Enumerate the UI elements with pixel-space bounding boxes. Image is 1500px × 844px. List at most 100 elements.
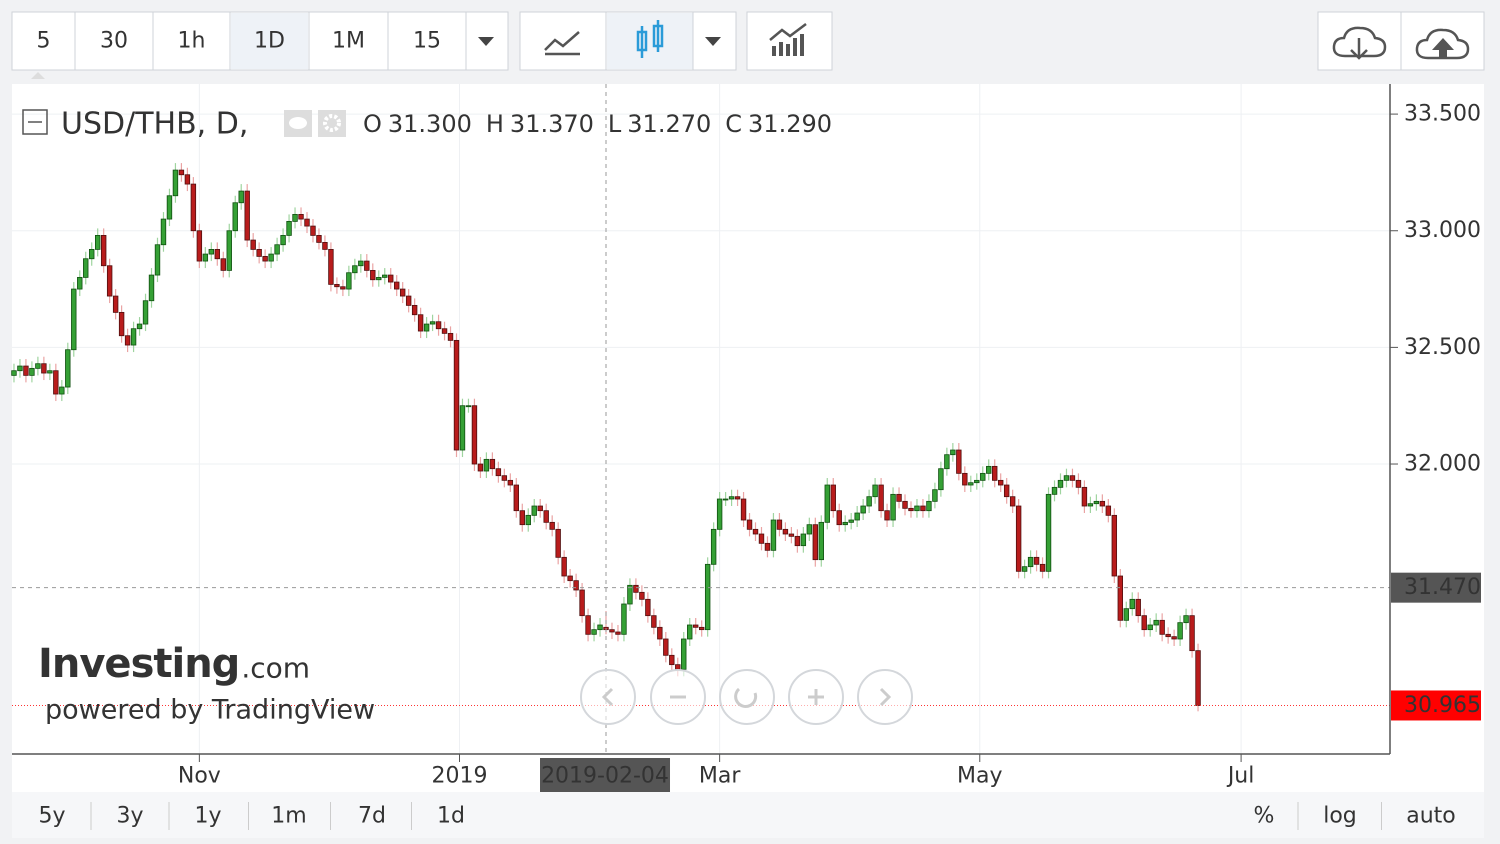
candle-body xyxy=(405,295,412,306)
candle-body xyxy=(531,505,537,516)
candle-body xyxy=(310,225,316,236)
range-button[interactable]: 5y xyxy=(38,804,65,829)
candle-body xyxy=(944,454,950,470)
legend-value: 31.290 xyxy=(748,110,832,138)
candle-body xyxy=(447,332,454,341)
candle-body xyxy=(776,519,783,530)
candle-body xyxy=(848,519,854,523)
candle-body xyxy=(675,664,681,670)
scroll-right[interactable] xyxy=(857,669,913,725)
candle-body xyxy=(495,468,502,477)
legend-value: 31.270 xyxy=(627,110,711,138)
y-tick-label: 32.500 xyxy=(1404,335,1481,360)
candle-body xyxy=(543,510,549,523)
range-button[interactable]: 3y xyxy=(116,804,143,829)
candle-body xyxy=(1051,486,1058,495)
candle-body xyxy=(376,276,382,281)
candle-body xyxy=(890,493,896,521)
candle-body xyxy=(148,274,155,302)
candle-body xyxy=(997,479,1004,486)
range-button[interactable]: 1y xyxy=(194,804,221,829)
candle-body xyxy=(346,272,352,290)
candle-body xyxy=(657,626,663,640)
candle-body xyxy=(1129,598,1135,610)
line-chart-icon[interactable] xyxy=(544,31,580,56)
candle-body xyxy=(417,314,424,332)
candle-body xyxy=(704,563,711,631)
candle-body xyxy=(226,230,232,271)
candle-icon[interactable] xyxy=(636,20,664,58)
candles xyxy=(11,163,1201,712)
candle-body xyxy=(1009,496,1016,507)
interval-button[interactable]: 5 xyxy=(37,29,51,54)
scale-button[interactable]: % xyxy=(1254,804,1275,829)
candle-body xyxy=(752,528,759,535)
grid xyxy=(12,84,1398,762)
candle-body xyxy=(83,258,89,278)
nav-buttons xyxy=(580,669,913,725)
cloud-upload-icon[interactable] xyxy=(1415,28,1470,60)
candle-body xyxy=(1081,486,1088,507)
candle-body xyxy=(740,498,747,521)
candle-body xyxy=(800,533,807,547)
candle-body xyxy=(669,654,675,666)
candle-body xyxy=(818,521,824,561)
candle-body xyxy=(322,242,328,250)
range-button[interactable]: 1m xyxy=(271,804,306,829)
legend-key: L xyxy=(608,110,622,138)
candle-body xyxy=(1063,475,1070,481)
range-button[interactable]: 7d xyxy=(358,804,386,829)
dropdown-icon[interactable] xyxy=(478,37,494,46)
active-style-bg xyxy=(607,13,693,69)
candle-body xyxy=(1033,556,1040,565)
eye-icon xyxy=(289,117,307,129)
cloud-download-icon[interactable] xyxy=(1332,26,1387,60)
candle-body xyxy=(232,202,238,232)
collapse-tab[interactable] xyxy=(31,72,45,79)
candle-body xyxy=(615,631,621,635)
indicators-button[interactable] xyxy=(746,11,833,71)
scroll-left[interactable] xyxy=(580,669,636,725)
scale-button[interactable]: auto xyxy=(1406,804,1456,829)
collapse-legend[interactable] xyxy=(22,109,48,135)
candle-body xyxy=(166,195,173,220)
interval-button[interactable]: 1h xyxy=(178,29,206,54)
reset[interactable] xyxy=(719,669,775,725)
candle-body xyxy=(591,629,597,635)
candle-body xyxy=(519,510,525,526)
candle-body xyxy=(872,484,878,498)
candle-body xyxy=(926,500,932,512)
dropdown-icon[interactable] xyxy=(705,37,721,46)
candle-body xyxy=(1141,615,1147,631)
x-tick-label: Jul xyxy=(1226,764,1255,789)
candle-body xyxy=(693,624,699,628)
candle-body xyxy=(507,479,514,486)
candle-body xyxy=(1177,622,1183,640)
candle-body xyxy=(902,500,908,509)
interval-button[interactable]: 15 xyxy=(413,29,441,54)
candle-body xyxy=(561,556,567,577)
interval-button[interactable]: 30 xyxy=(100,29,128,54)
candle-body xyxy=(435,321,442,330)
candle-body xyxy=(334,283,340,288)
candle-body xyxy=(651,615,657,628)
candle-body xyxy=(340,286,346,290)
interval-button[interactable]: 1D xyxy=(254,29,285,54)
candle-body xyxy=(172,169,179,197)
candle-body xyxy=(1117,575,1123,621)
candle-body xyxy=(298,214,304,220)
candle-body xyxy=(423,323,430,332)
scale-button[interactable]: log xyxy=(1323,804,1357,829)
candle-body xyxy=(41,363,47,374)
candle-body xyxy=(698,626,705,631)
legend-value: 31.300 xyxy=(388,110,472,138)
logo: Investing xyxy=(38,641,239,687)
candle-body xyxy=(633,584,639,593)
candle-body xyxy=(1123,608,1129,621)
interval-button[interactable]: 1M xyxy=(332,29,365,54)
range-button[interactable]: 1d xyxy=(437,804,465,829)
candle-body xyxy=(1147,624,1153,631)
candle-body xyxy=(1057,479,1064,488)
candle-body xyxy=(124,335,131,346)
candle-body xyxy=(920,505,926,512)
